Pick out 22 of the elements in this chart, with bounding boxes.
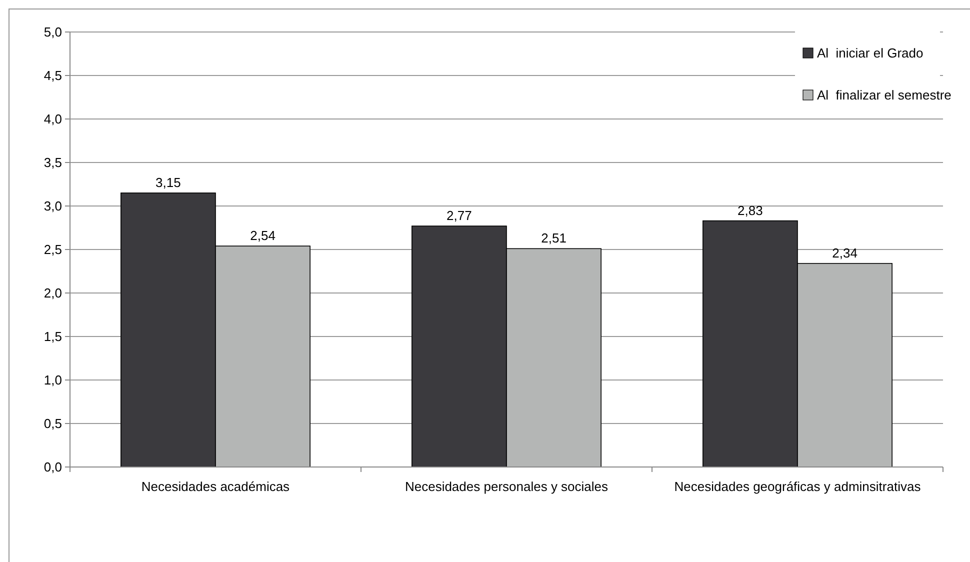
- legend-label: Al finalizar el semestre: [817, 88, 952, 103]
- y-tick-label: 3,0: [44, 198, 62, 214]
- y-tick-label: 1,0: [44, 372, 62, 388]
- data-label: 2,83: [738, 202, 763, 218]
- y-tick-label: 0,5: [44, 416, 62, 432]
- y-tick-label: 3,5: [44, 155, 62, 170]
- legend-label: Al iniciar el Grado: [817, 46, 924, 61]
- x-tick-label: Necesidades académicas: [141, 479, 290, 494]
- y-tick-label: 1,5: [44, 329, 62, 344]
- x-tick-label: Necesidades geográficas y adminsitrativas: [674, 479, 922, 494]
- x-tick-label: Necesidades personales y sociales: [404, 479, 609, 494]
- y-tick-label: 4,5: [44, 68, 62, 84]
- y-tick-label: 4,0: [44, 112, 62, 127]
- data-label: 2,77: [446, 208, 472, 224]
- data-label: 2,54: [250, 228, 276, 244]
- data-label: 3,15: [156, 174, 181, 190]
- y-tick-label: 5,0: [44, 24, 62, 40]
- data-label: 2,51: [541, 230, 566, 246]
- y-tick-label: 0,0: [44, 460, 62, 475]
- data-label: 2,34: [832, 245, 858, 260]
- y-tick-label: 2,5: [44, 242, 62, 258]
- y-tick-label: 2,0: [44, 286, 62, 301]
